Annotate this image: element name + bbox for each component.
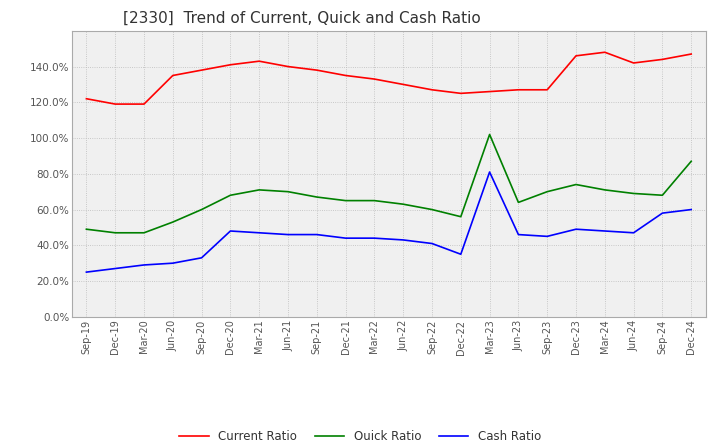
Cash Ratio [111, 266, 120, 271]
Quick Ratio [341, 198, 350, 203]
Legend: Current Ratio, Quick Ratio, Cash Ratio: Current Ratio, Quick Ratio, Cash Ratio [179, 430, 541, 440]
Quick Ratio [428, 207, 436, 212]
Cash Ratio [255, 230, 264, 235]
Cash Ratio [572, 227, 580, 232]
Current Ratio [514, 87, 523, 92]
Current Ratio [197, 67, 206, 73]
Quick Ratio [226, 193, 235, 198]
Cash Ratio [687, 207, 696, 212]
Quick Ratio [312, 194, 321, 200]
Cash Ratio [312, 232, 321, 237]
Quick Ratio [514, 200, 523, 205]
Quick Ratio [370, 198, 379, 203]
Cash Ratio [514, 232, 523, 237]
Current Ratio [284, 64, 292, 69]
Current Ratio [168, 73, 177, 78]
Cash Ratio [341, 235, 350, 241]
Current Ratio [600, 50, 609, 55]
Current Ratio [255, 59, 264, 64]
Quick Ratio [658, 193, 667, 198]
Current Ratio [312, 67, 321, 73]
Cash Ratio [168, 260, 177, 266]
Quick Ratio [456, 214, 465, 219]
Current Ratio [658, 57, 667, 62]
Cash Ratio [600, 228, 609, 234]
Current Ratio [226, 62, 235, 67]
Current Ratio [543, 87, 552, 92]
Cash Ratio [658, 210, 667, 216]
Cash Ratio [485, 169, 494, 175]
Current Ratio [572, 53, 580, 59]
Current Ratio [341, 73, 350, 78]
Current Ratio [629, 60, 638, 66]
Quick Ratio [629, 191, 638, 196]
Quick Ratio [600, 187, 609, 193]
Current Ratio [82, 96, 91, 101]
Cash Ratio [456, 252, 465, 257]
Cash Ratio [226, 228, 235, 234]
Cash Ratio [629, 230, 638, 235]
Quick Ratio [572, 182, 580, 187]
Line: Cash Ratio: Cash Ratio [86, 172, 691, 272]
Quick Ratio [168, 220, 177, 225]
Cash Ratio [399, 237, 408, 242]
Quick Ratio [687, 159, 696, 164]
Cash Ratio [428, 241, 436, 246]
Cash Ratio [82, 269, 91, 275]
Quick Ratio [399, 202, 408, 207]
Current Ratio [111, 102, 120, 107]
Cash Ratio [370, 235, 379, 241]
Quick Ratio [140, 230, 148, 235]
Current Ratio [485, 89, 494, 94]
Quick Ratio [82, 227, 91, 232]
Cash Ratio [197, 255, 206, 260]
Current Ratio [456, 91, 465, 96]
Current Ratio [428, 87, 436, 92]
Current Ratio [140, 102, 148, 107]
Quick Ratio [111, 230, 120, 235]
Line: Quick Ratio: Quick Ratio [86, 135, 691, 233]
Quick Ratio [197, 207, 206, 212]
Line: Current Ratio: Current Ratio [86, 52, 691, 104]
Current Ratio [687, 51, 696, 57]
Text: [2330]  Trend of Current, Quick and Cash Ratio: [2330] Trend of Current, Quick and Cash … [122, 11, 480, 26]
Quick Ratio [543, 189, 552, 194]
Cash Ratio [284, 232, 292, 237]
Quick Ratio [284, 189, 292, 194]
Cash Ratio [140, 262, 148, 268]
Quick Ratio [485, 132, 494, 137]
Current Ratio [399, 82, 408, 87]
Quick Ratio [255, 187, 264, 193]
Current Ratio [370, 77, 379, 82]
Cash Ratio [543, 234, 552, 239]
